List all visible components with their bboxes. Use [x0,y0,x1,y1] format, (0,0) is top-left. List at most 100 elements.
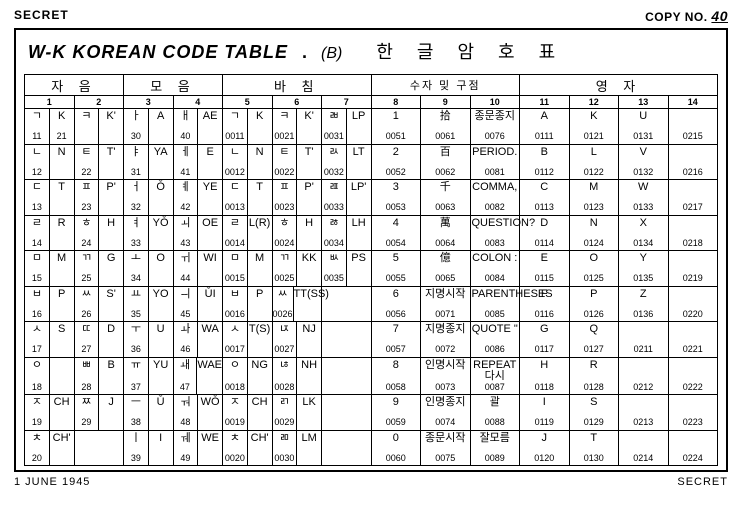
code-cell: 0215 [668,109,718,145]
col-number: 10 [470,96,520,109]
code-cell: H0118 [520,357,570,395]
code-cell: ㄴ0012N [223,144,273,180]
copy-no: COPY NO. 40 [645,8,728,24]
code-cell: ㄶ0028NH [272,357,322,395]
empty-cell [322,395,372,431]
code-cell: ㅘ46WA [173,322,223,358]
code-cell: ㅇ18 [25,357,75,395]
code-cell: ㅅ17S [25,322,75,358]
group-header: 수자 밎 구점 [371,75,520,96]
code-cell: 인명종지0074 [421,395,471,431]
code-cell: ㅃ28B [74,357,124,395]
code-cell: ㅓ32Ǒ [124,180,174,216]
code-cell: ㅇ0018NG [223,357,273,395]
code-cell: ㄹ0014L(R) [223,215,273,251]
code-cell: ㅞ49WE [173,430,223,466]
code-cell: D0114 [520,215,570,251]
code-cell: Y0135 [619,251,669,287]
empty-cell [74,430,124,466]
code-cell: 잘모름0089 [470,430,520,466]
code-cell: S0129 [569,395,619,431]
code-cell: W0133 [619,180,669,216]
code-cell: O0125 [569,251,619,287]
code-cell: ㅅ0017T(S) [223,322,273,358]
code-cell: ㅄ0035PS [322,251,372,287]
code-cell: U0131 [619,109,669,145]
code-cell: 億0065 [421,251,471,287]
code-cell: ㅋ0021K' [272,109,322,145]
code-cell: QUOTE "0086 [470,322,520,358]
code-cell: ㅕ33YǑ [124,215,174,251]
code-cell: A0111 [520,109,570,145]
code-cell: ㅣ39I [124,430,174,466]
code-cell: 20052 [371,144,421,180]
code-cell: 0219 [668,251,718,287]
secret-bottom: SECRET [677,476,728,488]
code-cell: K0121 [569,109,619,145]
code-cell: ㅆ0026TT(SS) [272,286,322,322]
code-cell: 지명시작0071 [421,286,471,322]
code-cell: 00060 [371,430,421,466]
code-cell: 拾0061 [421,109,471,145]
col-number: 5 [223,96,273,109]
col-number: 2 [74,96,124,109]
code-cell: ㅈ0019CH [223,395,273,431]
code-cell: 10051 [371,109,421,145]
code-cell: PARENTHESES0085 [470,286,520,322]
code-cell: ㅌ0022T' [272,144,322,180]
empty-cell [322,286,372,322]
col-number: 7 [322,96,372,109]
code-cell: ㅊ0020CH' [223,430,273,466]
code-cell: ㅑ31YA [124,144,174,180]
code-cell: ㄷ13T [25,180,75,216]
code-cell: 0214 [619,430,669,466]
code-cell: ㅋK' [74,109,124,145]
col-number: 9 [421,96,471,109]
col-number: 8 [371,96,421,109]
footer-date: 1 JUNE 1945 [14,476,90,488]
col-number: 11 [520,96,570,109]
code-cell: COMMA,0082 [470,180,520,216]
code-cell: 인명시작0073 [421,357,471,395]
code-cell: Z0136 [619,286,669,322]
code-cell: ㅆ26S' [74,286,124,322]
code-cell: 30053 [371,180,421,216]
code-cell: F0116 [520,286,570,322]
code-cell: R0128 [569,357,619,395]
code-cell: ㅁ0015M [223,251,273,287]
empty-cell [322,430,372,466]
group-header: 바 침 [223,75,372,96]
code-cell: ㅡ38Ǔ [124,395,174,431]
code-cell: 50055 [371,251,421,287]
col-number: 3 [124,96,174,109]
group-header: 모 음 [124,75,223,96]
code-cell: ㄱ0011K [223,109,273,145]
code-cell: ㄴ12N [25,144,75,180]
code-cell: ㅎ24H [74,215,124,251]
code-cell: ㄺ0029LK [272,395,322,431]
code-cell: ㅚ43OE [173,215,223,251]
code-cell: 70057 [371,322,421,358]
code-cell: 萬0064 [421,215,471,251]
col-number: 1 [25,96,75,109]
code-cell: 0220 [668,286,718,322]
code-cell: 0221 [668,322,718,358]
code-cell: N0124 [569,215,619,251]
code-cell: C0113 [520,180,570,216]
code-cell: ㄸ27D [74,322,124,358]
code-cell: 90059 [371,395,421,431]
code-cell: ㅀ0034LH [322,215,372,251]
code-cell: P0126 [569,286,619,322]
empty-cell [322,357,372,395]
group-header: 자 음 [25,75,124,96]
code-cell: G0117 [520,322,570,358]
code-cell: ㅊ20CH' [25,430,75,466]
code-cell: ㅌ22T' [74,144,124,180]
code-cell: 0222 [668,357,718,395]
code-cell: 0213 [619,395,669,431]
code-cell: E0115 [520,251,570,287]
code-table: 자 음모 음바 침수자 밎 구점영 자1234567891011121314 ㄱ… [24,74,718,466]
code-cell: ㅎ0024H [272,215,322,251]
code-cell: M0123 [569,180,619,216]
code-cell: ㅛ35YO [124,286,174,322]
